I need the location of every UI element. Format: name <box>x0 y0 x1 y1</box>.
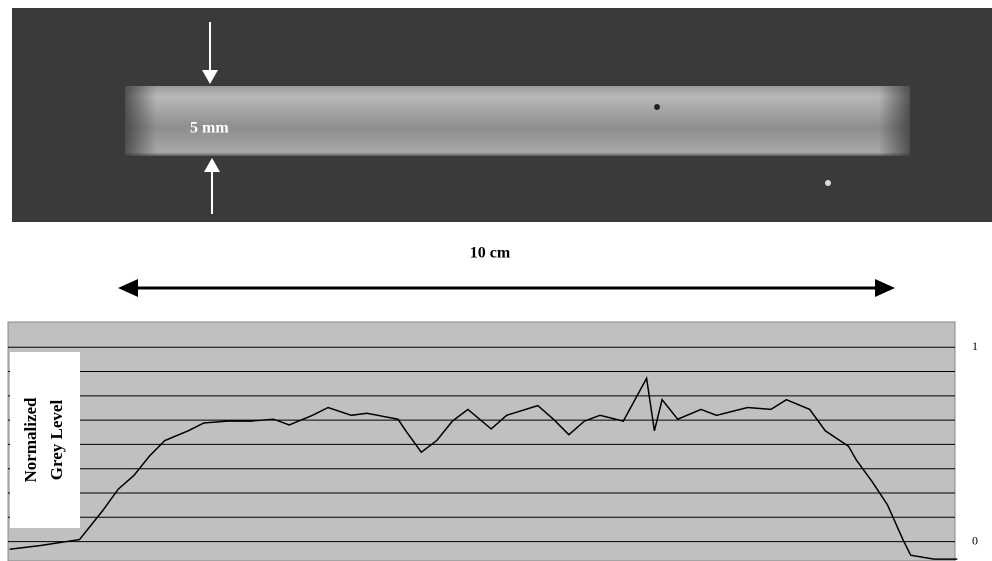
ylabel-box <box>10 352 80 528</box>
tick-label-box <box>958 333 992 360</box>
y-tick-label: 0 <box>972 533 978 547</box>
y-axis-label: Grey Level <box>47 400 66 481</box>
plot: 0 1 Normalized Grey Level <box>7 321 992 561</box>
data-line <box>9 375 958 560</box>
photo: 5 mm <box>12 8 992 222</box>
plot-background <box>7 321 956 561</box>
length-label: 10 cm <box>470 245 511 262</box>
y-tick-label: 1 <box>972 339 978 353</box>
length-arrow <box>118 279 895 297</box>
y-axis-label: Normalized <box>21 397 40 483</box>
thickness-label: 5 mm <box>190 120 229 137</box>
tick-label-box <box>958 527 992 554</box>
